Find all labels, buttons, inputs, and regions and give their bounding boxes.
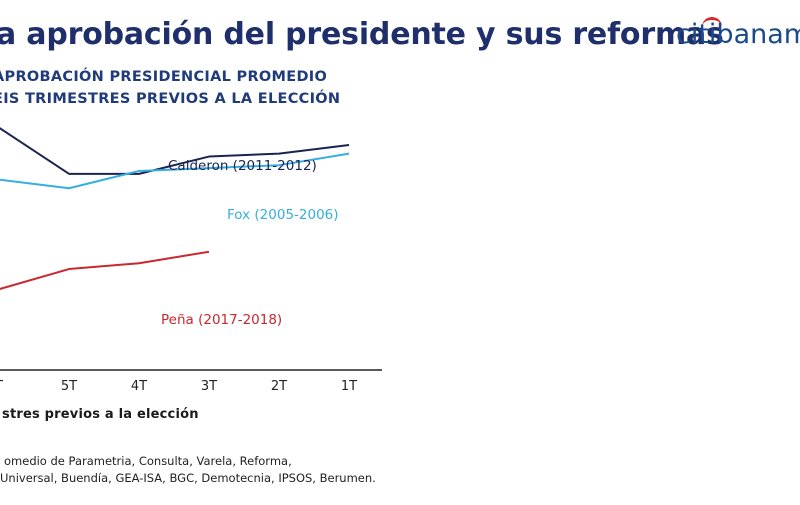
x-axis-title: stres previos a la elección <box>2 407 199 422</box>
calderon-line <box>0 127 350 175</box>
calderon-label: Calderon (2011-2012) <box>168 158 317 174</box>
source-line-2: Universal, Buendía, GEA-ISA, BGC, Demote… <box>0 471 376 485</box>
x-tick-label: 4T <box>131 379 147 394</box>
subtitle-line-2: EIS TRIMESTRES PREVIOS A LA ELECCIÓN <box>0 91 341 107</box>
x-tick-label: 1T <box>341 379 357 394</box>
x-tick-label: 2T <box>271 379 287 394</box>
brand-logo: citibanam <box>676 19 800 50</box>
slide-title: a aprobación del presidente y sus reform… <box>0 17 724 52</box>
source-note: omedio de Parametria, Consulta, Varela, … <box>0 453 376 487</box>
brand-logo-arc <box>702 17 722 28</box>
pena-label: Peña (2017-2018) <box>161 312 282 328</box>
x-axis: T 5T 4T 3T 2T 1T <box>0 369 382 394</box>
x-tick-label: 5T <box>61 379 77 394</box>
series-lines <box>0 127 350 290</box>
fox-label: Fox (2005-2006) <box>227 207 339 223</box>
x-tick-label: T <box>0 379 3 394</box>
chart-subtitle: APROBACIÓN PRESIDENCIAL PROMEDIO EIS TRI… <box>0 66 340 110</box>
fox-line <box>0 152 350 190</box>
series-labels: Calderon (2011-2012) Fox (2005-2006) Peña … <box>161 158 339 328</box>
pena-line <box>0 250 210 290</box>
x-tick-label: 3T <box>201 379 217 394</box>
subtitle-line-1: APROBACIÓN PRESIDENCIAL PROMEDIO <box>0 69 328 85</box>
source-line-1: omedio de Parametria, Consulta, Varela, … <box>4 454 292 468</box>
